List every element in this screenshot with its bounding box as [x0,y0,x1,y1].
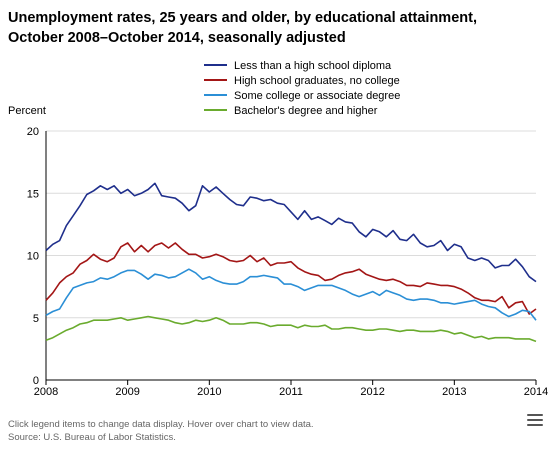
y-axis-label: Percent [8,105,46,117]
legend-label: Less than a high school diploma [234,60,392,72]
x-tick-label: 2012 [360,386,384,398]
legend-label: Bachelor's degree and higher [234,105,378,117]
legend-item-1[interactable]: High school graduates, no college [204,75,400,87]
chart-title: Unemployment rates, 25 years and older, … [8,8,553,48]
chart-title-line1: Unemployment rates, 25 years and older, … [8,10,477,26]
series-line-3[interactable] [45,315,537,343]
series-line-1[interactable] [45,242,537,315]
legend-item-2[interactable]: Some college or associate degree [204,90,400,102]
legend-item-0[interactable]: Less than a high school diploma [204,60,392,72]
hamburger-menu-icon[interactable] [527,414,543,428]
footer: Click legend items to change data displa… [8,418,314,444]
x-tick-label: 2008 [34,386,58,398]
x-tick-label: 2013 [442,386,466,398]
series-line-0[interactable] [45,182,537,283]
legend-label: High school graduates, no college [234,75,400,87]
legend-item-3[interactable]: Bachelor's degree and higher [204,105,378,117]
y-tick-label: 5 [33,313,39,325]
x-tick-label: 2009 [115,386,139,398]
gridlines [46,130,536,319]
footer-hint: Click legend items to change data displa… [8,419,314,430]
x-tick-label: 2010 [197,386,221,398]
chart-subtitle: October 2008–October 2014, seasonally ad… [8,30,346,46]
legend-label: Some college or associate degree [234,90,400,102]
axes: 0 5 10 15 20 2008 2009 2010 2011 2012 2013 2014 [27,126,548,398]
y-tick-label: 20 [27,126,39,138]
series-line-2[interactable] [45,268,537,321]
y-tick-label: 0 [33,375,39,387]
x-tick-label: 2011 [279,386,303,398]
y-tick-label: 15 [27,188,39,200]
series-lines[interactable] [45,182,537,343]
y-tick-label: 10 [27,251,39,263]
legend[interactable]: Less than a high school diploma High scho… [204,60,400,117]
x-tick-label: 2014 [524,386,548,398]
footer-source: Source: U.S. Bureau of Labor Statistics. [8,432,176,443]
